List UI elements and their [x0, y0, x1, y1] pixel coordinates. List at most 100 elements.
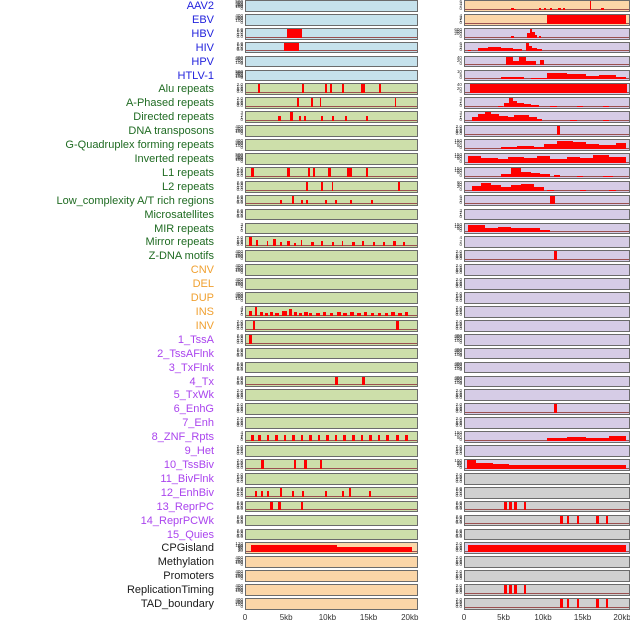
- track-label-13-reprpc[interactable]: 13_ReprPC: [156, 500, 214, 513]
- plot-area[interactable]: [245, 83, 418, 96]
- plot-area[interactable]: [464, 125, 630, 137]
- plot-area[interactable]: [464, 278, 630, 290]
- plot-area[interactable]: [245, 139, 418, 151]
- track-label-mir-repeats[interactable]: MIR repeats: [154, 222, 214, 235]
- plot-area[interactable]: [464, 27, 630, 40]
- plot-area[interactable]: [464, 542, 630, 555]
- track-label-low-complexity-a-t-rich-regions[interactable]: Low_complexity A/T rich regions: [56, 194, 214, 207]
- plot-area[interactable]: [464, 514, 630, 527]
- track-label-alu-repeats[interactable]: Alu repeats: [158, 83, 214, 96]
- track-label-promoters[interactable]: Promoters: [163, 570, 214, 583]
- plot-area[interactable]: [245, 264, 418, 276]
- plot-area[interactable]: [245, 403, 418, 416]
- plot-area[interactable]: [245, 41, 418, 54]
- plot-area[interactable]: [245, 389, 418, 402]
- plot-area[interactable]: [464, 139, 630, 151]
- plot-area[interactable]: [464, 69, 630, 82]
- track-label-inverted-repeats[interactable]: Inverted repeats: [134, 152, 215, 165]
- plot-area[interactable]: [245, 514, 418, 527]
- plot-area[interactable]: [464, 0, 630, 12]
- track-label-inv[interactable]: INV: [195, 319, 214, 332]
- plot-area[interactable]: [464, 264, 630, 276]
- track-label-9-het[interactable]: 9_Het: [184, 445, 214, 458]
- plot-area[interactable]: [245, 180, 418, 193]
- plot-area[interactable]: [245, 472, 418, 485]
- track-label-11-bivflnk[interactable]: 11_BivFlnk: [160, 472, 214, 485]
- track-label-1-tssa[interactable]: 1_TssA: [177, 333, 214, 346]
- plot-area[interactable]: [245, 236, 418, 249]
- plot-area[interactable]: [245, 97, 418, 110]
- plot-area[interactable]: [245, 445, 418, 457]
- plot-area[interactable]: [245, 292, 418, 304]
- track-label-methylation[interactable]: Methylation: [157, 556, 214, 569]
- plot-area[interactable]: [464, 486, 630, 499]
- plot-area[interactable]: [464, 97, 630, 110]
- plot-area[interactable]: [245, 333, 418, 346]
- plot-area[interactable]: [245, 306, 418, 318]
- track-label-3-txflnk[interactable]: 3_TxFlnk: [168, 361, 214, 374]
- plot-area[interactable]: [245, 528, 418, 541]
- plot-area[interactable]: [464, 556, 630, 569]
- plot-area[interactable]: [245, 584, 418, 596]
- track-label-del[interactable]: DEL: [192, 278, 214, 291]
- plot-area[interactable]: [245, 0, 418, 12]
- plot-area[interactable]: [245, 556, 418, 569]
- plot-area[interactable]: [245, 361, 418, 374]
- plot-area[interactable]: [464, 403, 630, 416]
- track-label-z-dna-motifs[interactable]: Z-DNA motifs: [148, 250, 214, 263]
- plot-area[interactable]: [245, 208, 418, 221]
- plot-area[interactable]: [245, 486, 418, 499]
- track-label-hpv[interactable]: HPV: [191, 55, 214, 68]
- plot-area[interactable]: [464, 111, 630, 123]
- track-label-8-znf-rpts[interactable]: 8_ZNF_Rpts: [151, 431, 214, 444]
- track-label-4-tx[interactable]: 4_Tx: [189, 375, 214, 388]
- plot-area[interactable]: [245, 13, 418, 26]
- plot-area[interactable]: [464, 236, 630, 249]
- plot-area[interactable]: [464, 55, 630, 68]
- plot-area[interactable]: [464, 528, 630, 541]
- track-label-2-tssaflnk[interactable]: 2_TssAFlnk: [157, 347, 214, 360]
- plot-area[interactable]: [464, 375, 630, 388]
- track-label-ins[interactable]: INS: [195, 305, 214, 318]
- plot-area[interactable]: [464, 459, 630, 471]
- track-label-g-quadruplex-forming-repeats[interactable]: G-Quadruplex forming repeats: [65, 139, 214, 152]
- plot-area[interactable]: [464, 570, 630, 582]
- plot-area[interactable]: [245, 222, 418, 235]
- track-label-14-reprpcwk[interactable]: 14_ReprPCWk: [140, 514, 214, 527]
- track-label-7-enh[interactable]: 7_Enh: [182, 417, 214, 430]
- plot-area[interactable]: [245, 570, 418, 582]
- track-label-l2-repeats[interactable]: L2 repeats: [162, 180, 214, 193]
- plot-area[interactable]: [245, 125, 418, 137]
- plot-area[interactable]: [464, 319, 630, 332]
- track-label-l1-repeats[interactable]: L1 repeats: [162, 166, 214, 179]
- plot-area[interactable]: [245, 166, 418, 179]
- plot-area[interactable]: [245, 375, 418, 388]
- track-label-replicationtiming[interactable]: ReplicationTiming: [126, 584, 214, 597]
- plot-area[interactable]: [464, 500, 630, 513]
- plot-area[interactable]: [245, 27, 418, 40]
- plot-area[interactable]: [464, 431, 630, 443]
- track-label-dup[interactable]: DUP: [190, 292, 214, 305]
- plot-area[interactable]: [464, 389, 630, 402]
- plot-area[interactable]: [464, 222, 630, 235]
- plot-area[interactable]: [464, 166, 630, 179]
- track-label-hiv[interactable]: HIV: [195, 41, 214, 54]
- plot-area[interactable]: [464, 13, 630, 26]
- plot-area[interactable]: [245, 431, 418, 443]
- plot-area[interactable]: [464, 361, 630, 374]
- track-label-htlv-1[interactable]: HTLV-1: [177, 69, 214, 82]
- plot-area[interactable]: [245, 250, 418, 263]
- plot-area[interactable]: [464, 194, 630, 207]
- track-label-ebv[interactable]: EBV: [191, 13, 214, 26]
- track-label-aav2[interactable]: AAV2: [186, 0, 214, 12]
- plot-area[interactable]: [464, 83, 630, 96]
- plot-area[interactable]: [245, 417, 418, 429]
- track-label-microsatellites[interactable]: Microsatellites: [144, 208, 214, 221]
- plot-area[interactable]: [245, 347, 418, 360]
- track-label-cnv[interactable]: CNV: [190, 264, 214, 277]
- plot-area[interactable]: [464, 292, 630, 304]
- plot-area[interactable]: [245, 194, 418, 207]
- plot-area[interactable]: [464, 598, 630, 610]
- plot-area[interactable]: [245, 500, 418, 513]
- plot-area[interactable]: [245, 69, 418, 82]
